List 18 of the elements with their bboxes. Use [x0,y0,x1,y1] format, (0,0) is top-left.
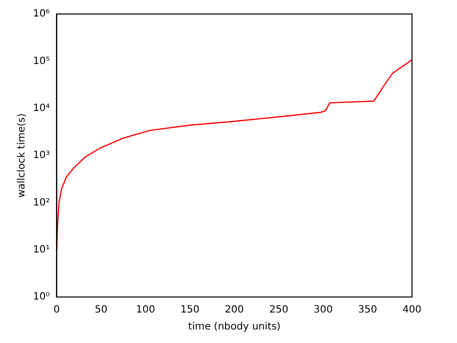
x-tick-label: 400 [402,304,422,316]
x-tick-label: 300 [314,304,333,316]
x-tick-label: 50 [94,304,108,316]
y-axis-title: wallclock time(s) [16,113,28,198]
x-tick-label: 0 [54,304,60,316]
y-tick-label: 10⁰ [33,292,50,303]
y-tick-label: 10⁶ [33,8,50,20]
y-tick-label: 10² [33,197,50,208]
y-tick-label: 10³ [33,150,50,162]
y-tick-label: 10¹ [33,244,50,256]
x-tick-label: 150 [180,304,200,316]
x-axis-title: time (nbody units) [188,322,281,333]
y-tick-label: 10⁴ [33,102,50,114]
x-tick-label: 250 [269,304,288,316]
x-tick-label: 350 [358,304,378,316]
x-tick-label: 200 [224,304,244,316]
x-tick-label: 100 [136,304,156,316]
y-tick-label: 10⁵ [33,56,50,67]
